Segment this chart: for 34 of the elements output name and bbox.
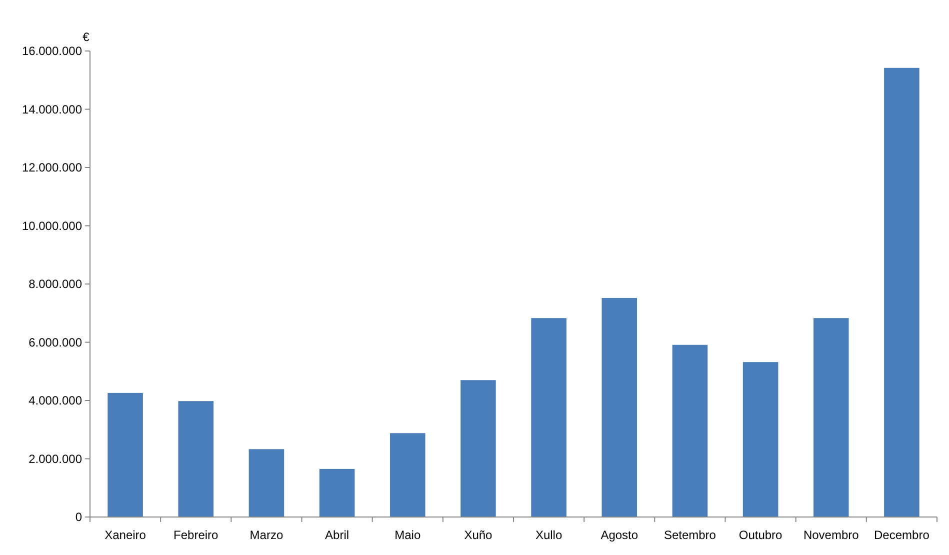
bar xyxy=(390,433,426,517)
y-tick-label: 4.000.000 xyxy=(28,394,82,408)
y-tick-label: 6.000.000 xyxy=(28,335,82,350)
bar xyxy=(178,401,214,517)
bar xyxy=(742,362,778,517)
bar xyxy=(319,468,355,517)
bar xyxy=(531,318,566,517)
x-tick-label: Abril xyxy=(325,528,350,542)
x-tick-label: Xaneiro xyxy=(104,528,146,542)
y-tick-label: 12.000.000 xyxy=(22,160,82,175)
x-tick-label: Outubro xyxy=(738,528,783,542)
x-tick-label: Setembro xyxy=(664,528,716,542)
x-tick-label: Febreiro xyxy=(174,528,219,542)
x-tick-label: Marzo xyxy=(250,528,284,542)
x-tick-label: Novembro xyxy=(803,528,860,542)
bar xyxy=(884,68,920,517)
y-tick-label: 14.000.000 xyxy=(22,102,82,116)
y-tick-label: 0 xyxy=(75,510,82,524)
bar xyxy=(460,380,496,517)
x-tick-label: Decembro xyxy=(874,528,930,542)
bar xyxy=(108,392,143,517)
y-tick-label: 10.000.000 xyxy=(22,218,82,233)
x-tick-label: Maio xyxy=(394,528,421,542)
bar xyxy=(672,344,708,517)
y-axis-title: € xyxy=(82,30,90,44)
x-tick-label: Xullo xyxy=(535,528,562,542)
y-tick-label: 8.000.000 xyxy=(28,277,82,292)
bar xyxy=(813,318,849,517)
bar xyxy=(248,449,284,517)
x-tick-label: Agosto xyxy=(600,528,638,542)
bar xyxy=(602,298,638,517)
x-tick-label: Xuño xyxy=(464,528,493,542)
y-tick-label: 16.000.000 xyxy=(22,44,82,58)
y-tick-label: 2.000.000 xyxy=(28,452,82,466)
